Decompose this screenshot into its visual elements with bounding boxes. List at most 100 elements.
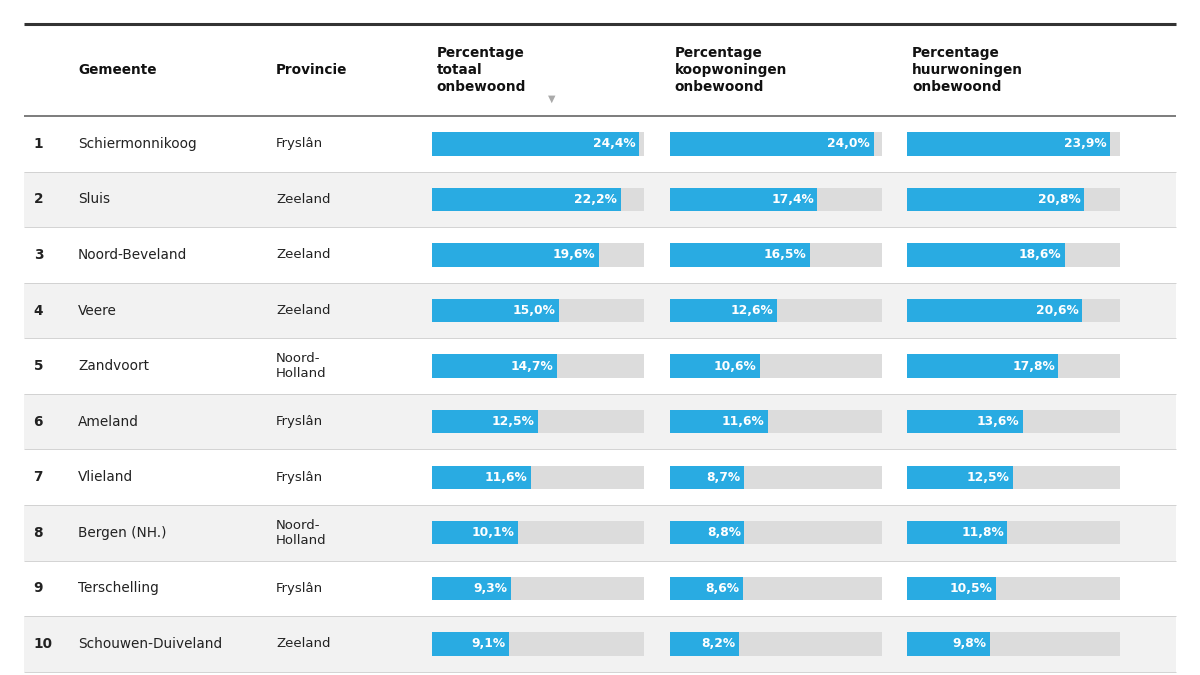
FancyBboxPatch shape (670, 521, 882, 545)
FancyBboxPatch shape (907, 188, 1084, 211)
Text: Sluis: Sluis (78, 192, 110, 207)
FancyBboxPatch shape (432, 410, 644, 433)
Text: 7: 7 (34, 470, 43, 484)
FancyBboxPatch shape (432, 188, 620, 211)
FancyBboxPatch shape (432, 521, 644, 545)
Text: Zandvoort: Zandvoort (78, 359, 149, 373)
Text: 9,3%: 9,3% (474, 582, 508, 595)
FancyBboxPatch shape (432, 466, 530, 489)
Text: Fryslân: Fryslân (276, 138, 323, 151)
Text: ▼: ▼ (548, 94, 556, 104)
Text: 8,8%: 8,8% (707, 526, 740, 539)
FancyBboxPatch shape (432, 576, 511, 600)
Text: Fryslân: Fryslân (276, 582, 323, 595)
FancyBboxPatch shape (670, 410, 882, 433)
FancyBboxPatch shape (432, 632, 644, 655)
Text: 13,6%: 13,6% (977, 415, 1019, 428)
FancyBboxPatch shape (24, 616, 1176, 672)
FancyBboxPatch shape (432, 132, 644, 155)
FancyBboxPatch shape (24, 394, 1176, 450)
FancyBboxPatch shape (907, 521, 1008, 545)
FancyBboxPatch shape (432, 243, 599, 267)
FancyBboxPatch shape (670, 188, 882, 211)
FancyBboxPatch shape (24, 505, 1176, 560)
Text: Gemeente: Gemeente (78, 63, 156, 77)
Text: Zeeland: Zeeland (276, 637, 330, 650)
FancyBboxPatch shape (432, 521, 518, 545)
FancyBboxPatch shape (670, 354, 760, 378)
Text: 10: 10 (34, 637, 53, 651)
FancyBboxPatch shape (24, 116, 1176, 171)
FancyBboxPatch shape (432, 466, 644, 489)
FancyBboxPatch shape (670, 299, 776, 322)
FancyBboxPatch shape (670, 188, 817, 211)
FancyBboxPatch shape (670, 354, 882, 378)
Text: 3: 3 (34, 248, 43, 262)
Text: 16,5%: 16,5% (763, 248, 806, 261)
Text: Provincie: Provincie (276, 63, 347, 77)
Text: 8,7%: 8,7% (706, 470, 740, 484)
FancyBboxPatch shape (432, 188, 644, 211)
Text: 5: 5 (34, 359, 43, 373)
Text: 24,0%: 24,0% (827, 138, 870, 151)
FancyBboxPatch shape (907, 243, 1120, 267)
FancyBboxPatch shape (432, 299, 644, 322)
Text: 12,5%: 12,5% (967, 470, 1010, 484)
FancyBboxPatch shape (907, 576, 1120, 600)
FancyBboxPatch shape (432, 354, 557, 378)
FancyBboxPatch shape (907, 299, 1082, 322)
Text: 17,8%: 17,8% (1012, 360, 1055, 373)
Text: Zeeland: Zeeland (276, 248, 330, 261)
Text: 19,6%: 19,6% (552, 248, 595, 261)
Text: 24,4%: 24,4% (593, 138, 636, 151)
FancyBboxPatch shape (907, 354, 1058, 378)
Text: Vlieland: Vlieland (78, 470, 133, 484)
FancyBboxPatch shape (907, 354, 1120, 378)
FancyBboxPatch shape (907, 132, 1110, 155)
FancyBboxPatch shape (907, 243, 1066, 267)
Text: Percentage
totaal
onbewoond: Percentage totaal onbewoond (437, 46, 526, 95)
Text: 6: 6 (34, 414, 43, 429)
FancyBboxPatch shape (907, 576, 996, 600)
FancyBboxPatch shape (907, 521, 1120, 545)
Text: Schiermonnikoog: Schiermonnikoog (78, 137, 197, 151)
FancyBboxPatch shape (432, 243, 644, 267)
Text: 20,6%: 20,6% (1036, 304, 1079, 317)
FancyBboxPatch shape (907, 410, 1022, 433)
FancyBboxPatch shape (670, 132, 882, 155)
Text: 23,9%: 23,9% (1064, 138, 1106, 151)
Text: Noord-Beveland: Noord-Beveland (78, 248, 187, 262)
Text: Terschelling: Terschelling (78, 581, 158, 595)
FancyBboxPatch shape (670, 243, 882, 267)
Text: Noord-
Holland: Noord- Holland (276, 519, 326, 547)
Text: Zeeland: Zeeland (276, 304, 330, 317)
Text: 18,6%: 18,6% (1019, 248, 1062, 261)
FancyBboxPatch shape (24, 338, 1176, 394)
Text: Noord-
Holland: Noord- Holland (276, 352, 326, 380)
FancyBboxPatch shape (907, 410, 1120, 433)
Text: 4: 4 (34, 304, 43, 317)
FancyBboxPatch shape (670, 132, 874, 155)
Text: 10,1%: 10,1% (472, 526, 515, 539)
FancyBboxPatch shape (432, 132, 640, 155)
FancyBboxPatch shape (670, 410, 768, 433)
Text: Percentage
huurwoningen
onbewoond: Percentage huurwoningen onbewoond (912, 46, 1022, 95)
FancyBboxPatch shape (670, 299, 882, 322)
Text: 11,6%: 11,6% (485, 470, 527, 484)
FancyBboxPatch shape (670, 632, 739, 655)
FancyBboxPatch shape (907, 466, 1014, 489)
FancyBboxPatch shape (670, 576, 743, 600)
FancyBboxPatch shape (670, 466, 882, 489)
Text: Veere: Veere (78, 304, 116, 317)
Text: Fryslân: Fryslân (276, 470, 323, 484)
FancyBboxPatch shape (670, 576, 882, 600)
FancyBboxPatch shape (670, 466, 744, 489)
FancyBboxPatch shape (432, 299, 559, 322)
Text: 2: 2 (34, 192, 43, 207)
Text: Percentage
koopwoningen
onbewoond: Percentage koopwoningen onbewoond (674, 46, 787, 95)
FancyBboxPatch shape (24, 283, 1176, 338)
Text: 8,2%: 8,2% (702, 637, 736, 650)
FancyBboxPatch shape (670, 243, 810, 267)
FancyBboxPatch shape (907, 632, 1120, 655)
FancyBboxPatch shape (24, 560, 1176, 616)
